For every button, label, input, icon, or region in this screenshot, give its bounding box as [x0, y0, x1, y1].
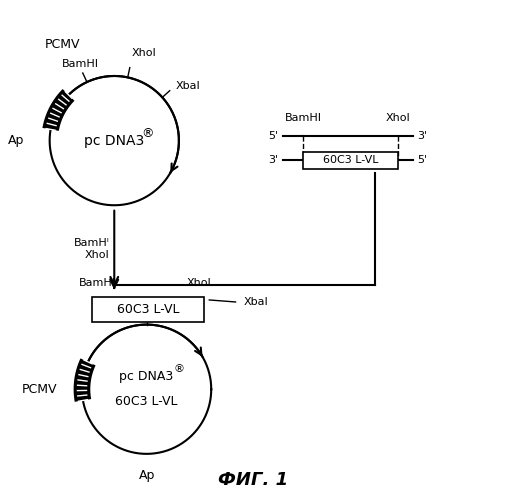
- Text: 3': 3': [268, 156, 278, 166]
- Text: pc DNA3: pc DNA3: [84, 134, 144, 147]
- Text: BamHI: BamHI: [285, 113, 322, 123]
- Text: pc DNA3: pc DNA3: [120, 370, 174, 384]
- Text: Ap: Ap: [9, 134, 25, 147]
- Text: PCMV: PCMV: [22, 382, 57, 396]
- Bar: [92, 297, 204, 322]
- Text: ФИГ. 1: ФИГ. 1: [219, 470, 288, 488]
- Text: XhoI: XhoI: [385, 113, 410, 123]
- Text: XbaI: XbaI: [243, 297, 268, 307]
- Text: 5': 5': [418, 156, 428, 166]
- Text: XhoI: XhoI: [187, 278, 211, 288]
- Text: XbaI: XbaI: [175, 80, 200, 90]
- Text: 60C3 L-VL: 60C3 L-VL: [116, 395, 178, 408]
- Text: 60C3 L-VL: 60C3 L-VL: [117, 303, 179, 316]
- Text: 60C3 L-VL: 60C3 L-VL: [323, 156, 378, 166]
- Text: BamHI: BamHI: [62, 58, 99, 68]
- Text: 3': 3': [418, 130, 428, 140]
- Text: ®: ®: [141, 126, 154, 140]
- Text: XhoI: XhoI: [132, 48, 157, 58]
- Text: BamHI: BamHI: [79, 278, 116, 288]
- Text: 5': 5': [268, 130, 278, 140]
- Text: PCMV: PCMV: [45, 38, 80, 51]
- Text: Ap: Ap: [138, 469, 155, 482]
- Text: ®: ®: [174, 364, 185, 374]
- Bar: [303, 152, 397, 170]
- Text: BamHᴵ
XhoI: BamHᴵ XhoI: [74, 238, 110, 260]
